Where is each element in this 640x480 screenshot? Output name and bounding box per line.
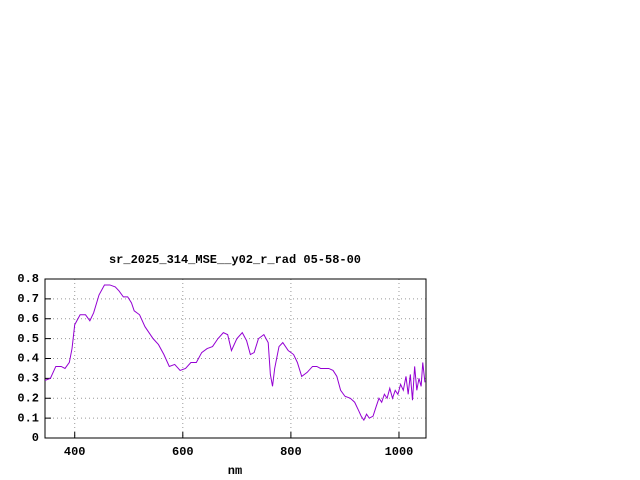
y-tick-label: 0.8 xyxy=(17,272,39,286)
y-tick-label: 0.6 xyxy=(17,312,39,326)
y-tick-label: 0 xyxy=(32,431,39,445)
y-tick-label: 0.5 xyxy=(17,332,39,346)
chart-title: sr_2025_314_MSE__y02_r_rad 05-58-00 xyxy=(109,253,361,267)
x-axis-label: nm xyxy=(228,464,242,478)
data-line xyxy=(44,284,426,422)
y-tick-label: 0.7 xyxy=(17,292,39,306)
y-tick-label: 0.1 xyxy=(17,411,39,425)
x-tick-label: 1000 xyxy=(385,445,414,459)
plot-frame xyxy=(44,278,427,439)
y-tick-label: 0.3 xyxy=(17,372,39,386)
x-tick-label: 800 xyxy=(280,445,302,459)
y-tick-label: 0.2 xyxy=(17,391,39,405)
x-tick-label: 600 xyxy=(172,445,194,459)
x-tick-label: 400 xyxy=(64,445,86,459)
y-tick-label: 0.4 xyxy=(17,352,39,366)
